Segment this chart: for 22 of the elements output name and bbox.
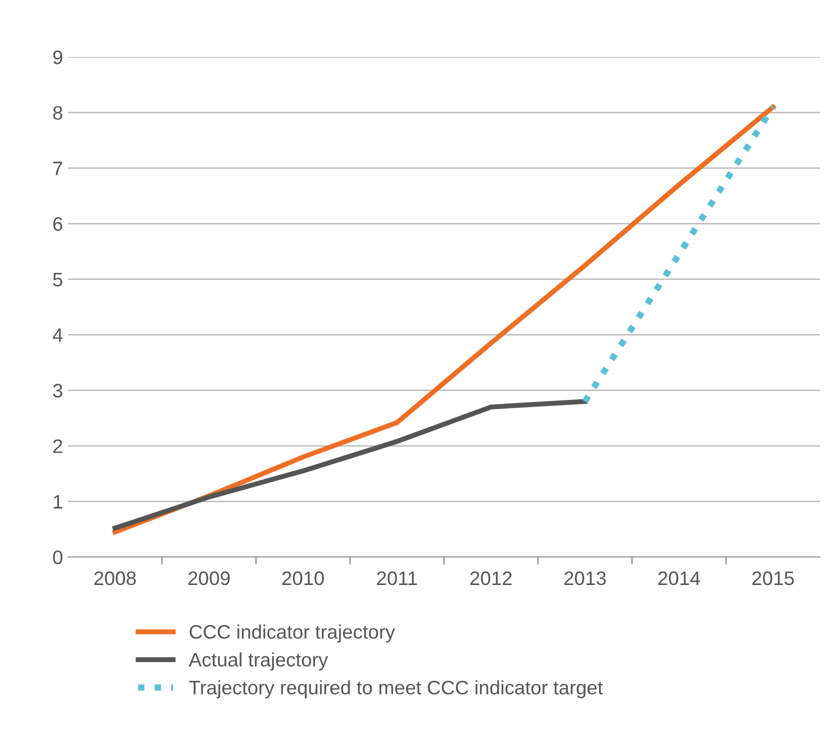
x-tick-label: 2015 <box>752 571 794 586</box>
x-tick-label: 2013 <box>564 571 606 586</box>
legend-label: Trajectory required to meet CCC indicator target <box>189 680 603 698</box>
y-tick-label: 6 <box>53 217 62 231</box>
x-tick-label: 2011 <box>377 571 417 586</box>
y-tick-label: 8 <box>53 106 62 120</box>
y-tick-label: 4 <box>52 328 63 342</box>
y-tick-label: 7 <box>53 162 62 176</box>
line-series <box>112 399 588 531</box>
y-tick-label: 5 <box>53 272 62 286</box>
y-tick-label: 3 <box>53 384 62 398</box>
x-tick-label: 2009 <box>188 571 230 586</box>
x-tick-label: 2010 <box>282 571 324 586</box>
y-tick-label: 0 <box>53 550 62 564</box>
x-tick-label: 2014 <box>658 571 700 586</box>
y-tick-label: 2 <box>53 439 62 453</box>
x-tick-label: 2008 <box>94 571 136 586</box>
x-tick-label: 2012 <box>470 571 512 586</box>
y-tick-label: 9 <box>53 50 62 64</box>
legend-label: Actual trajectory <box>188 652 328 670</box>
legend-label: CCC indicator trajectory <box>190 624 396 643</box>
y-tick-label: 1 <box>54 495 62 508</box>
